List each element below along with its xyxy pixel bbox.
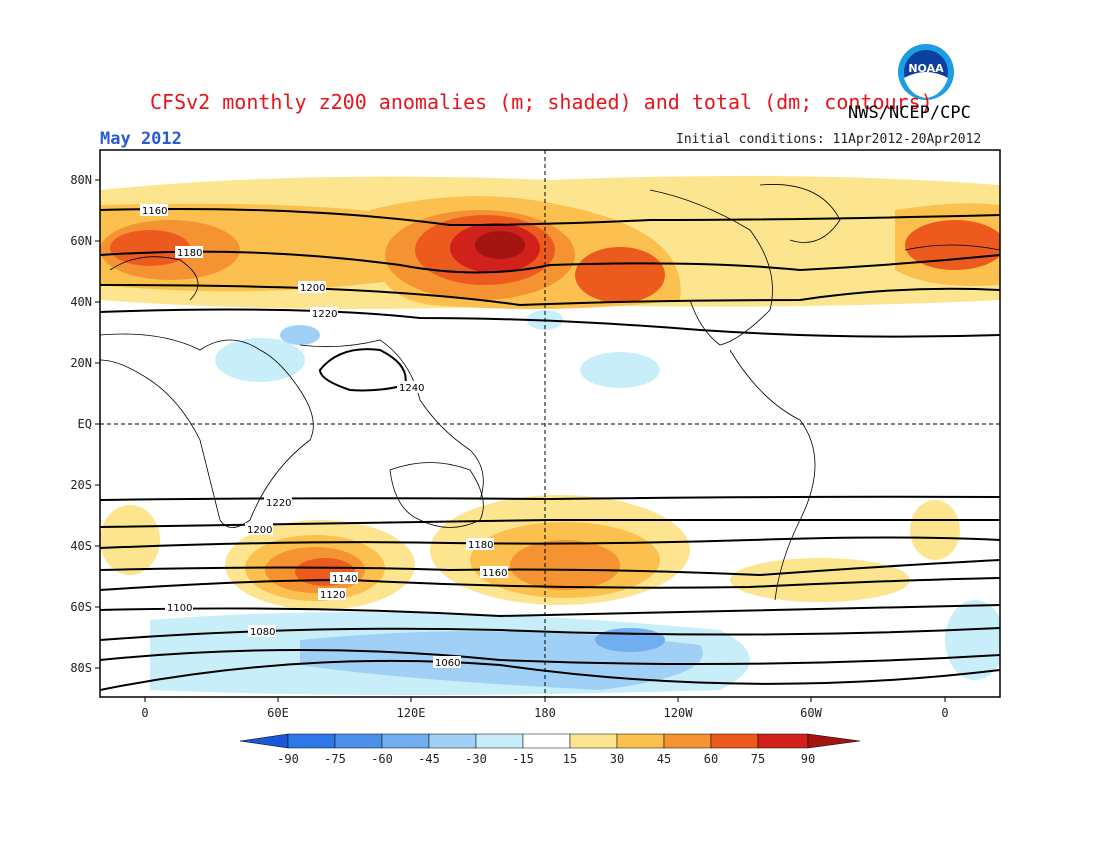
contour-label: 1200: [300, 283, 325, 294]
axis-ticks: [95, 179, 946, 702]
lon-label: 120W: [663, 706, 693, 720]
colorbar-tick: -15: [512, 752, 534, 766]
colorbar-tick: -45: [418, 752, 440, 766]
lon-label: 0: [141, 706, 149, 720]
contour-label: 1200: [247, 525, 272, 536]
lon-label: 60W: [800, 706, 822, 720]
colorbar: [239, 733, 861, 749]
colorbar-tick: -75: [324, 752, 346, 766]
lon-label: 60E: [267, 706, 289, 720]
height-contours: [100, 208, 1000, 691]
contour-label: 1180: [468, 540, 493, 551]
contour-label: 1120: [320, 590, 345, 601]
coastlines: [100, 184, 1000, 601]
lon-label: 0: [941, 706, 949, 720]
colorbar-tick: -90: [277, 752, 299, 766]
noaa-logo: NOAA: [896, 42, 956, 102]
colorbar-tick: 60: [703, 752, 719, 766]
lat-label: 40N: [70, 295, 92, 309]
colorbar-tick: 45: [656, 752, 672, 766]
chart-title: CFSv2 monthly z200 anomalies (m; shaded)…: [150, 90, 933, 114]
contour-label: 1240: [399, 383, 424, 394]
lat-label: 20N: [70, 356, 92, 370]
contour-label: 1160: [482, 568, 507, 579]
colorbar-tick: 30: [609, 752, 625, 766]
lat-label: 20S: [70, 478, 92, 492]
contour-label: 1180: [177, 248, 202, 259]
lat-label: 40S: [70, 539, 92, 553]
colorbar-tick: 15: [562, 752, 578, 766]
lon-label: 120E: [396, 706, 426, 720]
initial-conditions: Initial conditions: 11Apr2012-20Apr2012: [676, 132, 982, 147]
lon-label: 180: [534, 706, 556, 720]
colorbar-tick: -60: [371, 752, 393, 766]
colorbar-tick: 90: [800, 752, 816, 766]
noaa-logo-text: NOAA: [908, 62, 944, 75]
colorbar-tick: 75: [750, 752, 766, 766]
contour-label: 1060: [435, 658, 460, 669]
contour-label: 1140: [332, 574, 357, 585]
contour-label: 1220: [266, 498, 291, 509]
contour-label: 1160: [142, 206, 167, 217]
lat-label: 60N: [70, 234, 92, 248]
contour-label: 1100: [167, 603, 192, 614]
contour-label: 1220: [312, 309, 337, 320]
lat-label: 80N: [70, 173, 92, 187]
colorbar-tick: -30: [465, 752, 487, 766]
lat-label: 80S: [70, 661, 92, 675]
lat-label: EQ: [77, 417, 92, 431]
contour-label-group: 1160 1180 1200 1220 1240 1220 1200 1180 …: [140, 204, 508, 669]
contour-label: 1080: [250, 627, 275, 638]
agency-label: NWS/NCEP/CPC: [848, 103, 971, 123]
lat-label: 60S: [70, 600, 92, 614]
forecast-month: May 2012: [100, 129, 182, 149]
